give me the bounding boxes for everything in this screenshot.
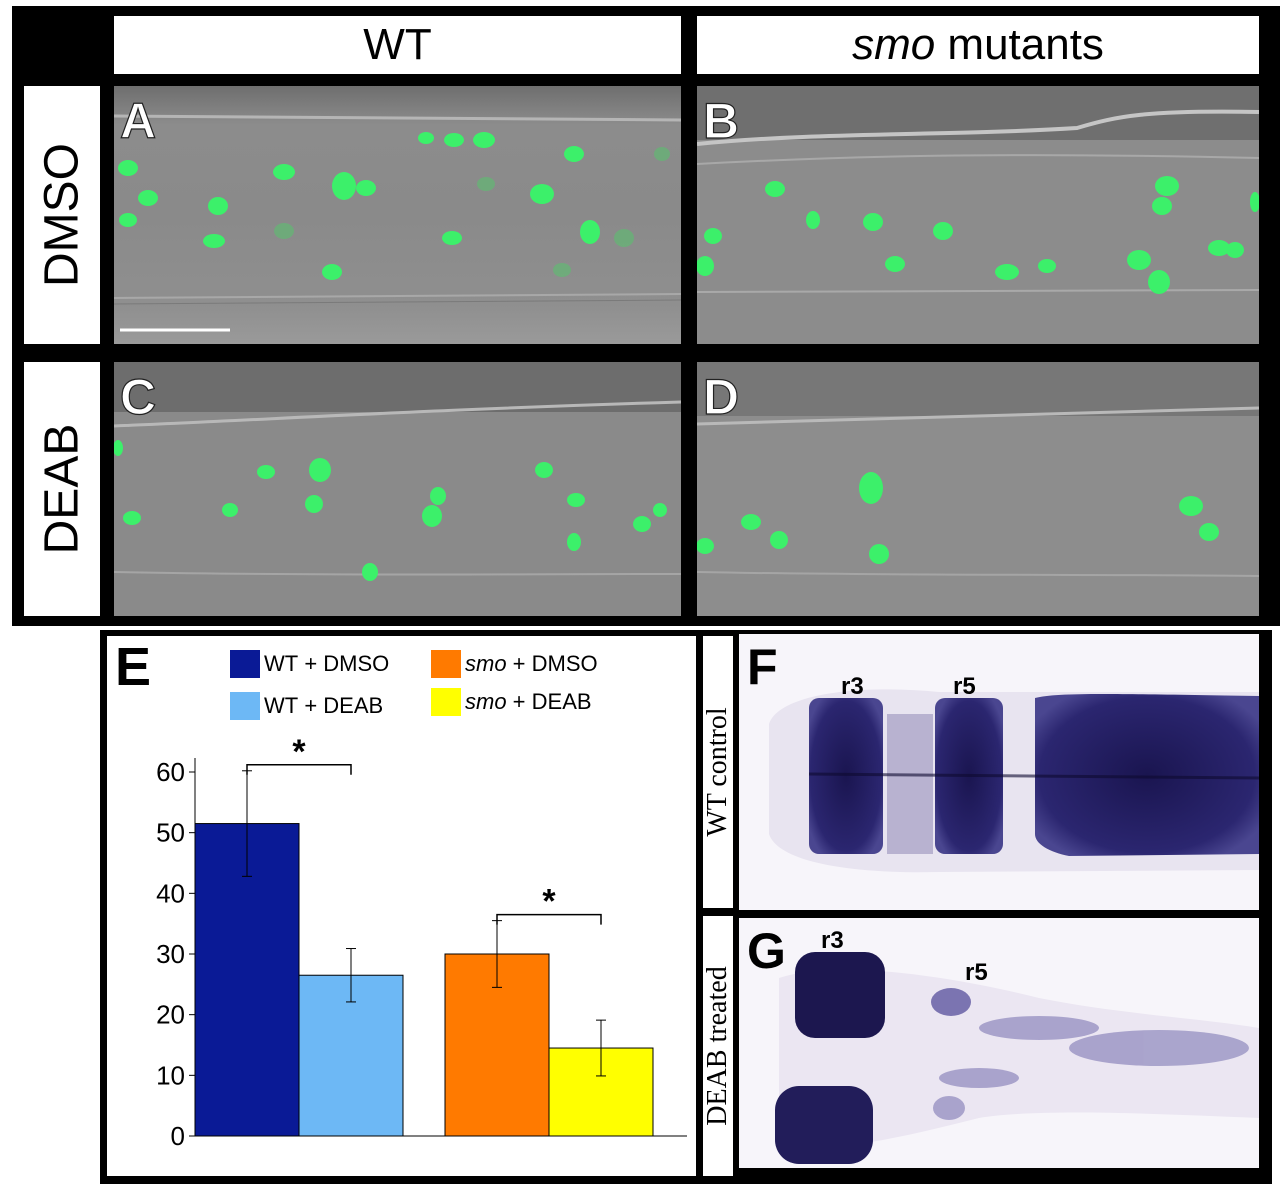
column-header-wt: WT	[114, 16, 681, 74]
bar-chart: 0 10 20 30 40 50 60 * *	[156, 733, 687, 1151]
ish-label-f: WT control	[702, 707, 733, 837]
column-header-smo-italic: smo	[852, 20, 936, 69]
ish-label-g: DEAB treated	[702, 966, 733, 1126]
y-tick-label: 50	[156, 818, 185, 848]
legend-item-smo-deab: smo + DEAB	[431, 688, 592, 716]
ish-label-box-f: WT control	[702, 636, 733, 908]
significance-bracket	[496, 913, 602, 925]
y-tick-label: 30	[156, 939, 185, 969]
y-tick-label: 0	[171, 1121, 185, 1151]
row-label-dmso: DMSO	[24, 86, 100, 344]
y-tick-label: 40	[156, 878, 185, 908]
y-tick-label: 60	[156, 757, 185, 787]
ish-g-r5: r5	[965, 959, 988, 986]
legend-text-smo-dmso-suffix: + DMSO	[506, 651, 598, 676]
y-tick-label: 10	[156, 1060, 185, 1090]
panel-label-d: D	[703, 369, 739, 425]
ish-f-r3: r3	[841, 673, 864, 700]
row-label-dmso-text: DMSO	[35, 143, 89, 287]
panel-label-g: G	[747, 923, 786, 979]
row-label-deab: DEAB	[24, 362, 100, 616]
micrograph-panel-c: C	[114, 362, 681, 616]
significance-star: *	[292, 733, 306, 771]
panel-label-c: C	[120, 369, 156, 425]
row-label-deab-text: DEAB	[35, 423, 89, 555]
micrograph-panel-d: D	[697, 362, 1259, 616]
ish-panel-f: r3 r5 F	[739, 634, 1259, 910]
legend-text-wt-deab-prefix: WT	[264, 693, 299, 718]
legend-item-wt-deab: WT + DEAB	[230, 692, 383, 720]
ish-panel-g: r3 r5 G	[739, 918, 1259, 1168]
legend-swatch-smo-dmso	[431, 650, 461, 678]
legend-text-smo-deab-suffix: + DEAB	[506, 689, 592, 714]
column-header-smo-rest: mutants	[935, 20, 1104, 69]
column-header-smo: smo mutants	[697, 16, 1259, 74]
legend-text-wt-dmso-prefix: WT	[264, 651, 299, 676]
legend-text-wt-deab-suffix: + DEAB	[298, 693, 384, 718]
ish-g-r3: r3	[821, 927, 844, 954]
panel-label-a: A	[120, 93, 156, 149]
legend-swatch-wt-dmso	[230, 650, 260, 678]
significance-star: *	[542, 883, 556, 921]
significance-bracket	[246, 764, 352, 775]
ish-label-box-g: DEAB treated	[702, 916, 733, 1176]
legend-text-smo-dmso-prefix: smo	[465, 651, 507, 676]
panel-label-b: B	[703, 93, 739, 149]
micrograph-panel-b: B	[697, 86, 1259, 344]
legend-swatch-wt-deab	[230, 692, 260, 720]
ish-f-r5: r5	[953, 673, 976, 700]
legend-text-wt-dmso-suffix: + DMSO	[298, 651, 390, 676]
panel-label-e: E	[115, 637, 152, 697]
chart-panel-e: E WT + DMSO WT + DEAB smo + DMSO smo + D…	[107, 636, 719, 1176]
legend-item-smo-dmso: smo + DMSO	[431, 650, 598, 678]
y-tick-label: 20	[156, 1000, 185, 1030]
micrograph-panel-a: A	[114, 86, 681, 344]
legend-text-smo-deab-prefix: smo	[465, 689, 507, 714]
legend-item-wt-dmso: WT + DMSO	[230, 650, 389, 678]
legend-swatch-smo-deab	[431, 688, 461, 716]
panel-label-f: F	[747, 639, 778, 695]
column-header-wt-text: WT	[363, 20, 432, 69]
